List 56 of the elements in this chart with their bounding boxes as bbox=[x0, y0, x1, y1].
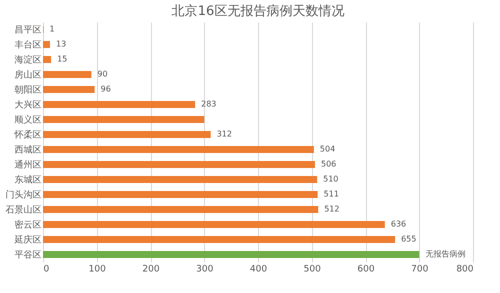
x-tick-label: 600 bbox=[357, 264, 375, 274]
bar bbox=[43, 71, 92, 78]
y-tick-label: 朝阳区 bbox=[14, 84, 42, 96]
bar bbox=[43, 41, 50, 48]
y-tick-label: 通州区 bbox=[14, 160, 42, 170]
bar bbox=[43, 191, 318, 198]
bar bbox=[43, 161, 315, 168]
data-label: 283 bbox=[201, 100, 216, 108]
bar bbox=[43, 131, 211, 138]
bar bbox=[43, 101, 196, 108]
data-label: 504 bbox=[320, 144, 336, 154]
y-tick-label: 大兴区 bbox=[14, 100, 42, 110]
bar bbox=[43, 206, 318, 213]
data-label: 510 bbox=[323, 174, 338, 184]
data-label: 96 bbox=[100, 84, 111, 94]
y-tick-label: 房山区 bbox=[14, 70, 42, 80]
data-label: 15 bbox=[57, 54, 68, 64]
data-label: 506 bbox=[320, 160, 336, 168]
y-tick-label: 丰台区 bbox=[14, 40, 42, 50]
x-tick-label: 500 bbox=[304, 264, 322, 274]
bar bbox=[43, 236, 396, 243]
y-tick-label: 石景山区 bbox=[6, 204, 42, 216]
y-tick-label: 延庆区 bbox=[14, 234, 42, 246]
data-label: 655 bbox=[401, 234, 416, 244]
data-label: 512 bbox=[324, 204, 340, 214]
data-label: 1 bbox=[50, 24, 55, 34]
y-tick-label: 昌平区 bbox=[14, 24, 42, 36]
chart-title: 北京16区无报告病例天数情况 bbox=[172, 4, 344, 19]
data-label: 312 bbox=[216, 130, 232, 138]
x-tick-label: 800 bbox=[456, 264, 474, 274]
x-tick-label: 700 bbox=[411, 264, 429, 274]
bar bbox=[43, 116, 204, 123]
y-tick-label: 东城区 bbox=[14, 174, 42, 186]
y-tick-label: 密云区 bbox=[14, 220, 42, 230]
x-tick-label: 0 bbox=[44, 264, 50, 274]
y-tick-label: 怀柔区 bbox=[14, 130, 42, 140]
y-tick-label: 海淀区 bbox=[14, 54, 42, 66]
x-tick-label: 400 bbox=[250, 264, 268, 274]
bar bbox=[43, 86, 95, 93]
data-label: 13 bbox=[56, 40, 66, 48]
bar bbox=[43, 221, 385, 228]
data-label: 无报告病例 bbox=[425, 250, 466, 258]
bar bbox=[43, 56, 52, 63]
y-tick-label: 西城区 bbox=[14, 144, 42, 156]
data-label: 511 bbox=[324, 190, 339, 198]
y-tick-label: 门头沟区 bbox=[6, 190, 42, 200]
data-label: 636 bbox=[390, 220, 406, 228]
x-tick-label: 200 bbox=[142, 264, 160, 274]
bar bbox=[43, 251, 420, 258]
x-tick-label: 100 bbox=[88, 264, 106, 274]
x-tick-label: 300 bbox=[196, 264, 214, 274]
y-tick-label: 顺义区 bbox=[14, 114, 42, 126]
bar bbox=[43, 176, 318, 183]
data-label: 90 bbox=[97, 70, 108, 78]
y-tick-label: 平谷区 bbox=[14, 250, 42, 260]
bar bbox=[43, 146, 314, 153]
